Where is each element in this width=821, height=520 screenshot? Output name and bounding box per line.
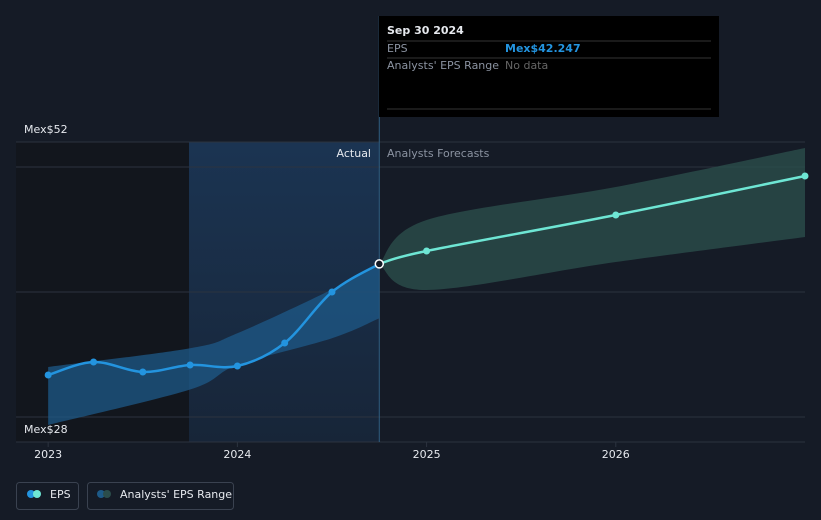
tooltip: Sep 30 2024 EPS Mex$42.247 Analysts' EPS… bbox=[379, 16, 719, 117]
y-tick-label: Mex$52 bbox=[24, 123, 68, 136]
eps-line bbox=[47, 262, 380, 377]
eps-point bbox=[139, 368, 147, 376]
tooltip-box bbox=[379, 16, 719, 117]
eps-point bbox=[186, 361, 194, 369]
eps-point bbox=[374, 259, 385, 269]
forecast-label: Analysts Forecasts bbox=[387, 147, 490, 160]
eps-line bbox=[378, 174, 806, 266]
tooltip-value: Mex$42.247 bbox=[505, 42, 581, 55]
eps-point bbox=[328, 288, 336, 296]
eps-point bbox=[233, 362, 241, 370]
x-tick-label: 2026 bbox=[602, 448, 630, 461]
legend-item[interactable] bbox=[16, 482, 79, 510]
legend-item[interactable] bbox=[87, 482, 234, 510]
eps-point bbox=[281, 339, 289, 347]
tooltip-key: EPS bbox=[387, 42, 408, 55]
legend-label: Analysts' EPS Range bbox=[120, 488, 232, 501]
legend: EPS Analysts' EPS Range bbox=[16, 482, 234, 510]
range-band bbox=[48, 263, 380, 425]
legend-swatch bbox=[97, 490, 105, 498]
y-tick-label: Mex$28 bbox=[24, 423, 68, 436]
legend-swatch bbox=[27, 490, 35, 498]
eps-point bbox=[801, 172, 809, 180]
tooltip-date: Sep 30 2024 bbox=[387, 24, 464, 37]
eps-point bbox=[612, 211, 620, 219]
tooltip-key: Analysts' EPS Range bbox=[387, 59, 499, 72]
x-tick-label: 2024 bbox=[223, 448, 251, 461]
tooltip-value: No data bbox=[505, 59, 548, 72]
x-tick-label: 2023 bbox=[34, 448, 62, 461]
x-tick-label: 2025 bbox=[413, 448, 441, 461]
eps-point bbox=[44, 371, 52, 379]
legend-swatch bbox=[103, 490, 111, 498]
legend-label: EPS bbox=[50, 488, 71, 501]
actual-label: Actual bbox=[337, 147, 371, 160]
legend-swatch bbox=[33, 490, 41, 498]
eps-point bbox=[423, 247, 431, 255]
eps-point bbox=[90, 358, 98, 366]
